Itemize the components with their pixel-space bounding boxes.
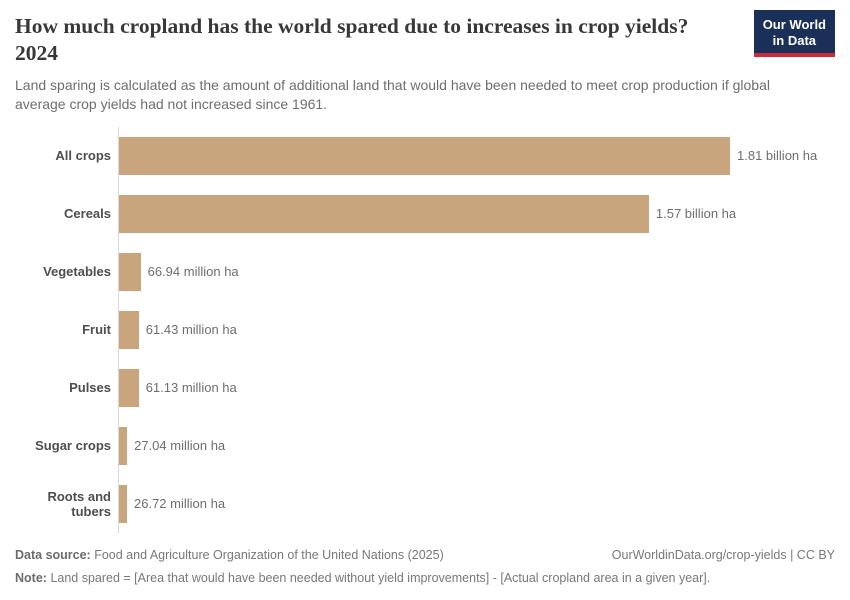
chart-row: Pulses 61.13 million ha — [15, 359, 835, 417]
bar — [118, 194, 649, 233]
chart-row: Cereals 1.57 billion ha — [15, 185, 835, 243]
chart-row: Vegetables 66.94 million ha — [15, 243, 835, 301]
chart-row: Sugar crops 27.04 million ha — [15, 417, 835, 475]
footer-source-row: Data source: Food and Agriculture Organi… — [15, 547, 835, 564]
footer-note-row: Note: Land spared = [Area that would hav… — [15, 570, 835, 587]
value-label: 61.43 million ha — [145, 322, 237, 338]
value-label: 61.13 million ha — [145, 380, 237, 396]
category-label: Fruit — [82, 322, 111, 338]
bar-track: 61.13 million ha — [118, 368, 835, 407]
chart-row: All crops 1.81 billion ha — [15, 127, 835, 185]
bar — [118, 310, 139, 349]
bar — [118, 368, 139, 407]
value-label: 1.57 billion ha — [655, 206, 737, 222]
chart-subtitle: Land sparing is calculated as the amount… — [15, 76, 770, 112]
chart-rows: All crops 1.81 billion ha Cereals 1.57 b… — [15, 127, 835, 533]
owid-logo[interactable]: Our World in Data — [753, 10, 835, 58]
bar-track: 1.81 billion ha — [118, 136, 835, 175]
data-source-text: Food and Agriculture Organization of the… — [94, 548, 444, 562]
bar — [118, 484, 127, 523]
bar — [118, 136, 730, 175]
chart-row: Roots and tubers 26.72 million ha — [15, 475, 835, 533]
category-label: Vegetables — [43, 264, 111, 280]
credit-link[interactable]: OurWorldinData.org/crop-yields | CC BY — [611, 548, 835, 562]
bar-track: 1.57 billion ha — [118, 194, 835, 233]
chart-row: Fruit 61.43 million ha — [15, 301, 835, 359]
category-label: Cereals — [64, 206, 111, 222]
bar-track: 26.72 million ha — [118, 484, 835, 523]
bar-chart: All crops 1.81 billion ha Cereals 1.57 b… — [15, 126, 835, 533]
y-axis-line — [118, 126, 119, 533]
owid-logo-line1: Our World — [762, 17, 826, 32]
note-label: Note: — [15, 570, 47, 585]
bar-track: 66.94 million ha — [118, 252, 835, 291]
bar-track: 61.43 million ha — [118, 310, 835, 349]
chart-header: How much cropland has the world spared d… — [15, 0, 835, 114]
bar-track: 27.04 million ha — [118, 426, 835, 465]
category-label: Roots and tubers — [47, 488, 111, 519]
note-text: Land spared = [Area that would have been… — [50, 570, 711, 585]
value-label: 26.72 million ha — [134, 496, 226, 512]
value-label: 27.04 million ha — [134, 438, 226, 454]
bar — [118, 426, 128, 465]
category-label: Sugar crops — [35, 438, 111, 454]
category-label: Pulses — [69, 380, 111, 396]
data-source-line: Data source: Food and Agriculture Organi… — [15, 547, 444, 564]
category-label: All crops — [55, 148, 111, 164]
bar — [118, 252, 141, 291]
value-label: 66.94 million ha — [147, 264, 239, 280]
chart-footer: Data source: Food and Agriculture Organi… — [15, 547, 835, 587]
owid-logo-line2: in Data — [772, 32, 817, 48]
data-source-label: Data source: — [15, 548, 91, 562]
chart-title: How much cropland has the world spared d… — [15, 14, 689, 65]
value-label: 1.81 billion ha — [737, 148, 818, 164]
